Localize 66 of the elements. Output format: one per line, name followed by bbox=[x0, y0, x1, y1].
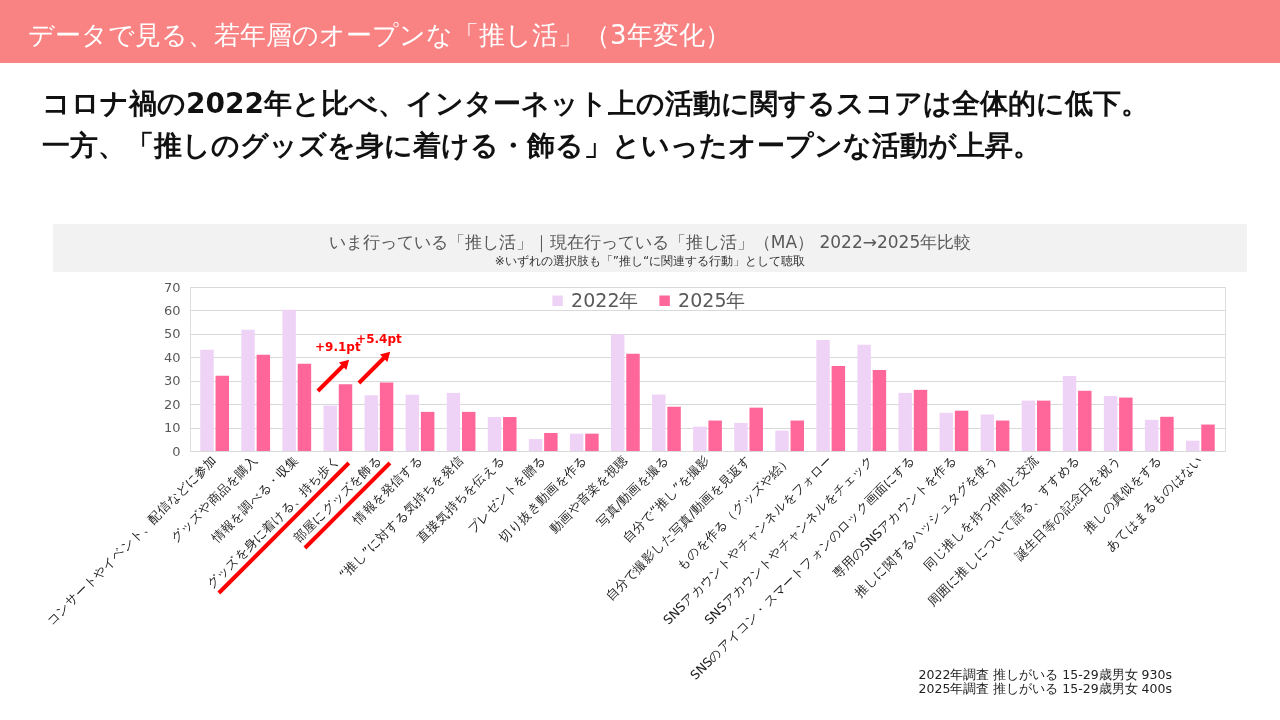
y-tick-label: 50 bbox=[163, 326, 181, 342]
bar bbox=[626, 353, 640, 451]
bar bbox=[1021, 400, 1036, 451]
bar bbox=[256, 354, 271, 451]
bar bbox=[749, 407, 763, 451]
y-tick-label: 0 bbox=[172, 443, 181, 459]
chart-subtitle: コロナ禍の2022年と比べ、インターネット上の活動に関するスコアは全体的に低下。一方、「推しのグッズを身に着ける・飾る」といったオープンな活動が上昇。 bbox=[42, 87, 1149, 162]
y-tick-label: 40 bbox=[163, 349, 181, 365]
bar bbox=[913, 389, 928, 451]
y-tick-label: 60 bbox=[163, 302, 181, 318]
bar bbox=[857, 344, 871, 451]
bar bbox=[652, 394, 666, 451]
chart-title: データで見る、若年層のオープンな「推し活」（3年変化） bbox=[28, 20, 731, 50]
bar bbox=[1078, 390, 1092, 451]
bar bbox=[898, 392, 912, 451]
bar bbox=[282, 309, 296, 451]
bar bbox=[954, 410, 969, 451]
bar bbox=[446, 392, 461, 451]
bar bbox=[405, 394, 420, 451]
text: 2022年調査 推しがいる 15-29歳男女 930s bbox=[918, 667, 1172, 682]
bar bbox=[487, 417, 502, 451]
bar bbox=[610, 334, 625, 451]
text: ※いずれの選択肢も「”推し“に関連する行動」として聴取 bbox=[494, 254, 806, 268]
bar bbox=[1119, 397, 1133, 451]
bar bbox=[1144, 419, 1159, 451]
bar bbox=[693, 426, 707, 451]
legend-label: 2025年 bbox=[678, 288, 746, 311]
bar bbox=[734, 422, 748, 451]
bar bbox=[995, 420, 1010, 451]
bar bbox=[775, 430, 789, 451]
bar bbox=[461, 411, 476, 451]
bar bbox=[667, 406, 681, 451]
bar bbox=[1103, 395, 1118, 451]
bar bbox=[241, 329, 255, 451]
y-tick-label: 30 bbox=[163, 373, 181, 389]
bar bbox=[338, 384, 353, 451]
bar bbox=[364, 395, 379, 451]
bar bbox=[215, 375, 230, 451]
bar bbox=[1185, 440, 1200, 451]
bar bbox=[1036, 400, 1051, 451]
bar bbox=[980, 414, 995, 451]
bar bbox=[379, 382, 394, 451]
bar bbox=[939, 412, 954, 451]
bar bbox=[585, 433, 599, 451]
bar bbox=[831, 365, 846, 451]
y-tick-label: 20 bbox=[163, 396, 181, 412]
text: いま行っている「推し活」｜現在行っている「推し活」（MA） 2022→2025年比較 bbox=[328, 232, 972, 253]
bar bbox=[200, 349, 214, 451]
bar bbox=[1201, 424, 1215, 451]
y-tick-label: 10 bbox=[163, 420, 181, 436]
bar bbox=[420, 411, 435, 451]
y-tick-label: 70 bbox=[163, 279, 181, 295]
bar bbox=[1160, 416, 1174, 451]
bar bbox=[708, 420, 722, 451]
bar bbox=[1062, 376, 1077, 451]
bar bbox=[872, 369, 887, 451]
bar bbox=[528, 439, 543, 451]
bar bbox=[790, 420, 805, 451]
legend-label: 2022年 bbox=[571, 288, 639, 311]
bar bbox=[544, 432, 558, 451]
bar bbox=[297, 363, 312, 451]
text: 2025年調査 推しがいる 15-29歳男女 400s bbox=[918, 681, 1172, 696]
bar bbox=[569, 433, 584, 451]
bar bbox=[503, 417, 517, 451]
bar bbox=[816, 339, 830, 451]
bar bbox=[323, 405, 337, 451]
